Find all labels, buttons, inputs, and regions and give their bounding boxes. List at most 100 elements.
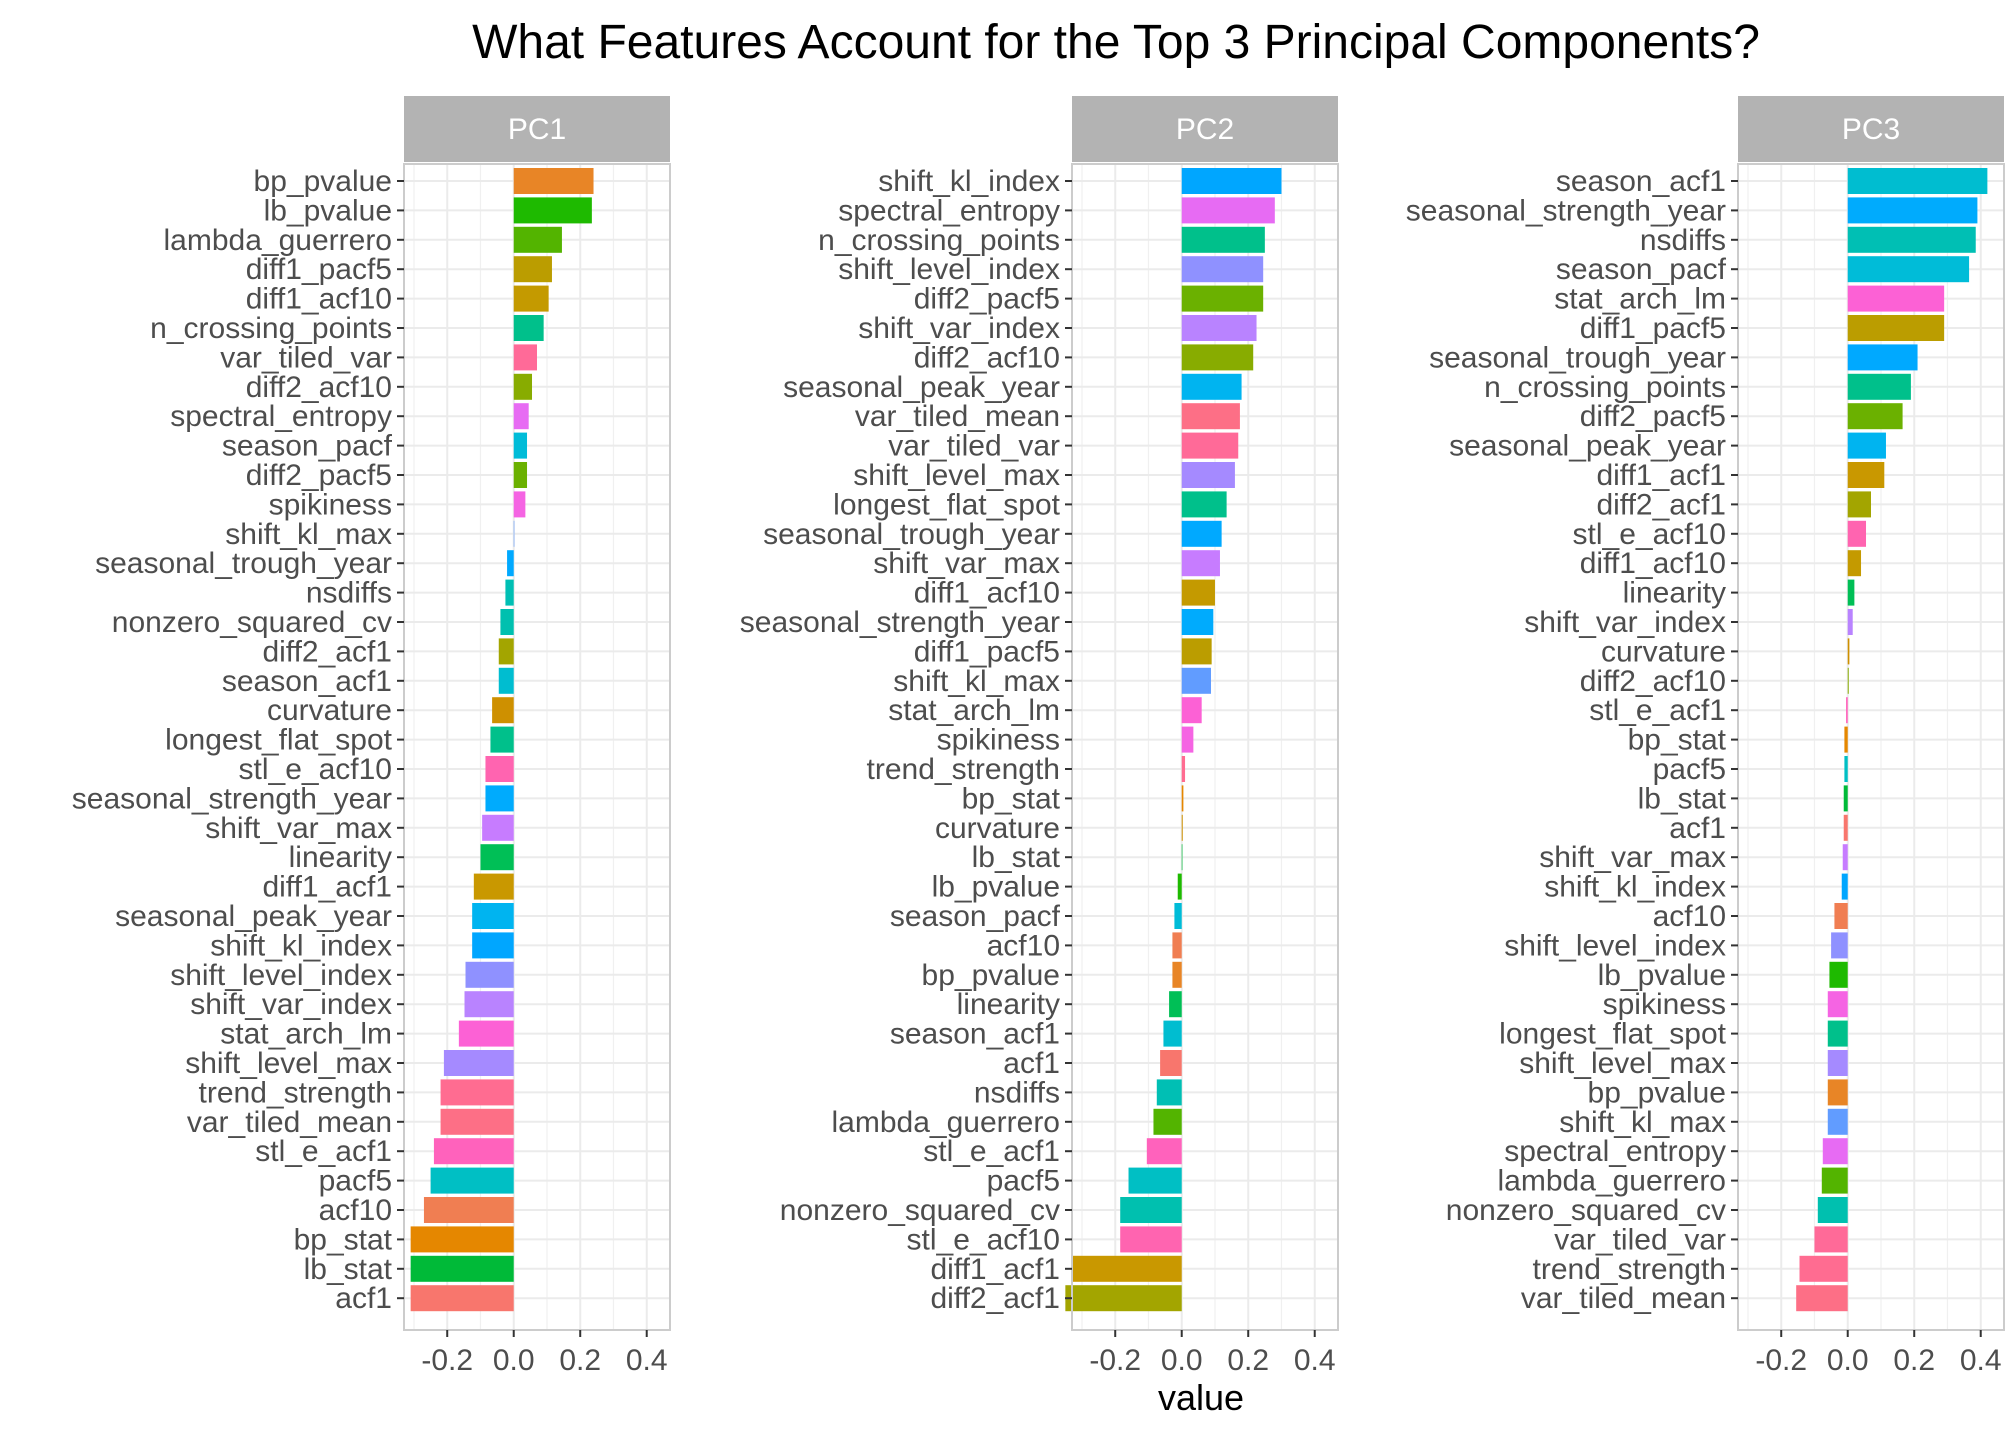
y-tick-label: var_tiled_mean	[855, 400, 1060, 433]
bar-season-acf1	[498, 667, 514, 694]
y-tick-label: nsdiffs	[306, 577, 392, 610]
bar-diff2-acf1	[1065, 1285, 1182, 1312]
y-tick-label: seasonal_strength_year	[1406, 194, 1726, 227]
bar-shift-kl-index	[1841, 873, 1848, 900]
bar-longest-flat-spot	[490, 726, 514, 753]
facet-strip-label: PC3	[1842, 113, 1900, 146]
y-tick-label: diff1_acf1	[262, 871, 392, 904]
y-tick-label: diff2_acf1	[1596, 488, 1726, 521]
y-tick-label: seasonal_strength_year	[740, 606, 1060, 639]
y-tick-label: diff2_pacf5	[246, 459, 392, 492]
bar-diff1-acf10	[1847, 550, 1862, 577]
y-tick-label: shift_var_max	[873, 547, 1060, 580]
bar-var-tiled-var	[513, 344, 537, 371]
y-tick-label: stat_arch_lm	[1554, 283, 1726, 316]
bar-bp-pvalue	[513, 168, 594, 194]
bar-lb-pvalue	[1177, 873, 1182, 900]
bar-diff1-acf1	[473, 873, 514, 900]
bar-spectral-entropy	[1822, 1138, 1848, 1165]
bar-acf10	[423, 1197, 514, 1223]
bar-shift-kl-max	[513, 520, 515, 547]
y-tick-label: n_crossing_points	[150, 312, 392, 345]
y-tick-label: lb_stat	[972, 841, 1061, 874]
bar-lb-stat	[1843, 785, 1848, 812]
y-tick-label: seasonal_peak_year	[1449, 430, 1726, 463]
y-tick-label: acf10	[987, 929, 1060, 962]
y-tick-label: shift_level_index	[1504, 929, 1726, 962]
bar-season-pacf	[513, 432, 528, 459]
bar-diff2-pacf5	[1181, 285, 1264, 312]
facet-strip	[1738, 96, 2004, 162]
y-tick-label: stl_e_acf1	[1589, 694, 1726, 727]
x-axis-title: value	[1158, 1377, 1244, 1418]
bar-stl-e-acf1	[433, 1138, 514, 1165]
bar-pacf5	[430, 1167, 514, 1194]
y-tick-label: bp_pvalue	[1588, 1076, 1726, 1109]
y-tick-label: stl_e_acf10	[239, 753, 392, 786]
y-tick-label: bp_pvalue	[254, 165, 392, 198]
x-tick-label: 0.2	[1893, 1344, 1935, 1377]
bar-diff1-acf1	[1072, 1255, 1182, 1282]
y-tick-label: bp_stat	[294, 1223, 393, 1256]
bar-trend-strength	[1181, 756, 1186, 782]
y-tick-label: linearity	[1623, 577, 1726, 610]
y-tick-label: stat_arch_lm	[888, 694, 1060, 727]
bar-stl-e-acf10	[1120, 1226, 1182, 1253]
bar-longest-flat-spot	[1827, 1020, 1848, 1047]
y-tick-label: season_pacf	[222, 430, 393, 463]
bar-spikiness	[513, 491, 526, 518]
y-tick-label: curvature	[1601, 635, 1726, 668]
y-tick-label: diff2_pacf5	[1580, 400, 1726, 433]
bar-acf1	[410, 1285, 514, 1312]
x-tick-label: 0.4	[1960, 1344, 2002, 1377]
y-tick-label: seasonal_peak_year	[783, 371, 1060, 404]
x-tick-label: 0.4	[626, 1344, 668, 1377]
y-tick-label: nsdiffs	[974, 1076, 1060, 1109]
bar-nonzero-squared-cv	[1817, 1197, 1848, 1223]
facet-strip	[1072, 96, 1338, 162]
y-tick-label: spikiness	[269, 488, 392, 521]
y-tick-label: season_pacf	[890, 900, 1061, 933]
y-tick-label: trend_strength	[199, 1076, 392, 1109]
bar-linearity	[1169, 991, 1182, 1018]
y-tick-label: trend_strength	[1533, 1253, 1726, 1286]
bar-diff1-pacf5	[1181, 638, 1212, 665]
y-tick-label: shift_var_max	[205, 812, 392, 845]
y-tick-label: pacf5	[987, 1165, 1060, 1198]
bar-diff1-acf10	[513, 285, 549, 312]
panel-pc2: PC2 shift_kl_indexspectral_entropyn_cross…	[740, 96, 1339, 1377]
x-tick-label: 0.0	[1827, 1344, 1869, 1377]
bar-stat-arch-lm	[1181, 697, 1202, 724]
y-tick-label: diff1_acf10	[246, 283, 392, 316]
bar-longest-flat-spot	[1181, 491, 1227, 518]
facet-strip-label: PC1	[508, 113, 566, 146]
y-tick-label: nonzero_squared_cv	[1446, 1194, 1726, 1227]
y-tick-label: shift_var_index	[858, 312, 1060, 345]
bar-bp-stat	[410, 1226, 514, 1253]
y-tick-label: var_tiled_mean	[1521, 1282, 1726, 1315]
y-tick-label: linearity	[957, 988, 1060, 1021]
bar-acf10	[1834, 903, 1848, 929]
facet-strip	[404, 96, 670, 162]
bar-trend-strength	[1799, 1255, 1848, 1282]
bar-seasonal-peak-year	[1847, 432, 1886, 459]
y-tick-label: stl_e_acf10	[1573, 518, 1726, 551]
bar-seasonal-strength-year	[1847, 197, 1978, 224]
bar-nsdiffs	[1847, 226, 1976, 253]
y-tick-label: stl_e_acf1	[255, 1135, 392, 1168]
y-tick-label: acf1	[335, 1282, 392, 1315]
bar-diff1-pacf5	[513, 256, 552, 283]
bar-seasonal-strength-year	[1181, 609, 1214, 635]
y-tick-label: diff1_acf10	[914, 577, 1060, 610]
x-tick-label: 0.2	[1227, 1344, 1269, 1377]
x-tick-label: -0.2	[1089, 1344, 1141, 1377]
bar-bp-stat	[1844, 726, 1848, 753]
y-tick-label: shift_level_index	[170, 959, 392, 992]
y-tick-label: seasonal_trough_year	[95, 547, 392, 580]
y-tick-label: diff2_acf1	[262, 635, 392, 668]
x-tick-label: 0.4	[1294, 1344, 1336, 1377]
y-tick-label: spectral_entropy	[170, 400, 392, 433]
bar-var-tiled-var	[1814, 1226, 1848, 1253]
y-tick-label: diff2_acf10	[914, 341, 1060, 374]
bar-acf1	[1843, 814, 1848, 841]
